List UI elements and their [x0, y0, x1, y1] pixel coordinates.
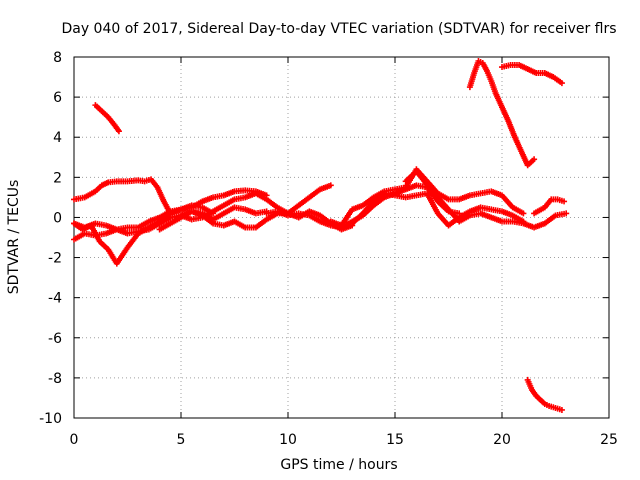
data-point-marker [520, 210, 527, 217]
y-tick-label: -8 [48, 371, 62, 387]
series-arc-12 [92, 102, 122, 135]
y-tick-label: -2 [48, 251, 62, 267]
x-tick-label: 15 [386, 432, 404, 448]
series-arc-15 [524, 376, 565, 413]
data-point-marker [327, 182, 334, 189]
plot-frame [73, 56, 610, 419]
series-arc-14 [499, 62, 565, 87]
y-tick-label: 0 [53, 210, 62, 226]
y-tick-label: 6 [53, 90, 62, 106]
y-tick-label: -4 [48, 291, 62, 307]
data-point-marker [558, 80, 565, 87]
series-arc-1 [71, 176, 174, 217]
y-tick-label: 8 [53, 50, 62, 66]
x-tick-label: 10 [279, 432, 297, 448]
x-tick-label: 5 [177, 432, 186, 448]
y-tick-label: -10 [39, 411, 62, 427]
data-point-marker [115, 128, 122, 135]
y-tick-labels: -10 -8 -6 -4 -2 0 2 4 6 8 [39, 50, 62, 427]
series-arc-11 [531, 196, 568, 217]
grid [74, 57, 609, 418]
y-tick-label: 4 [53, 130, 62, 146]
y-tick-label: 2 [53, 170, 62, 186]
chart-title: Day 040 of 2017, Sidereal Day-to-day VTE… [61, 21, 616, 37]
y-tick-label: -6 [48, 331, 62, 347]
data-point-marker [563, 210, 570, 217]
data-points [71, 58, 570, 413]
data-point-marker [558, 406, 565, 413]
series-arc-13 [466, 58, 538, 169]
x-tick-label: 0 [70, 432, 79, 448]
axis-ticks [73, 56, 610, 419]
data-point-marker [561, 198, 568, 205]
series-arc-10 [402, 168, 570, 231]
data-point-marker [531, 156, 538, 163]
x-tick-labels: 0 5 10 15 20 25 [70, 432, 618, 448]
series-arc-9 [349, 190, 527, 229]
x-tick-label: 25 [600, 432, 618, 448]
y-axis-label: SDTVAR / TECUs [6, 180, 22, 295]
x-tick-label: 20 [493, 432, 511, 448]
x-axis-label: GPS time / hours [280, 457, 397, 473]
